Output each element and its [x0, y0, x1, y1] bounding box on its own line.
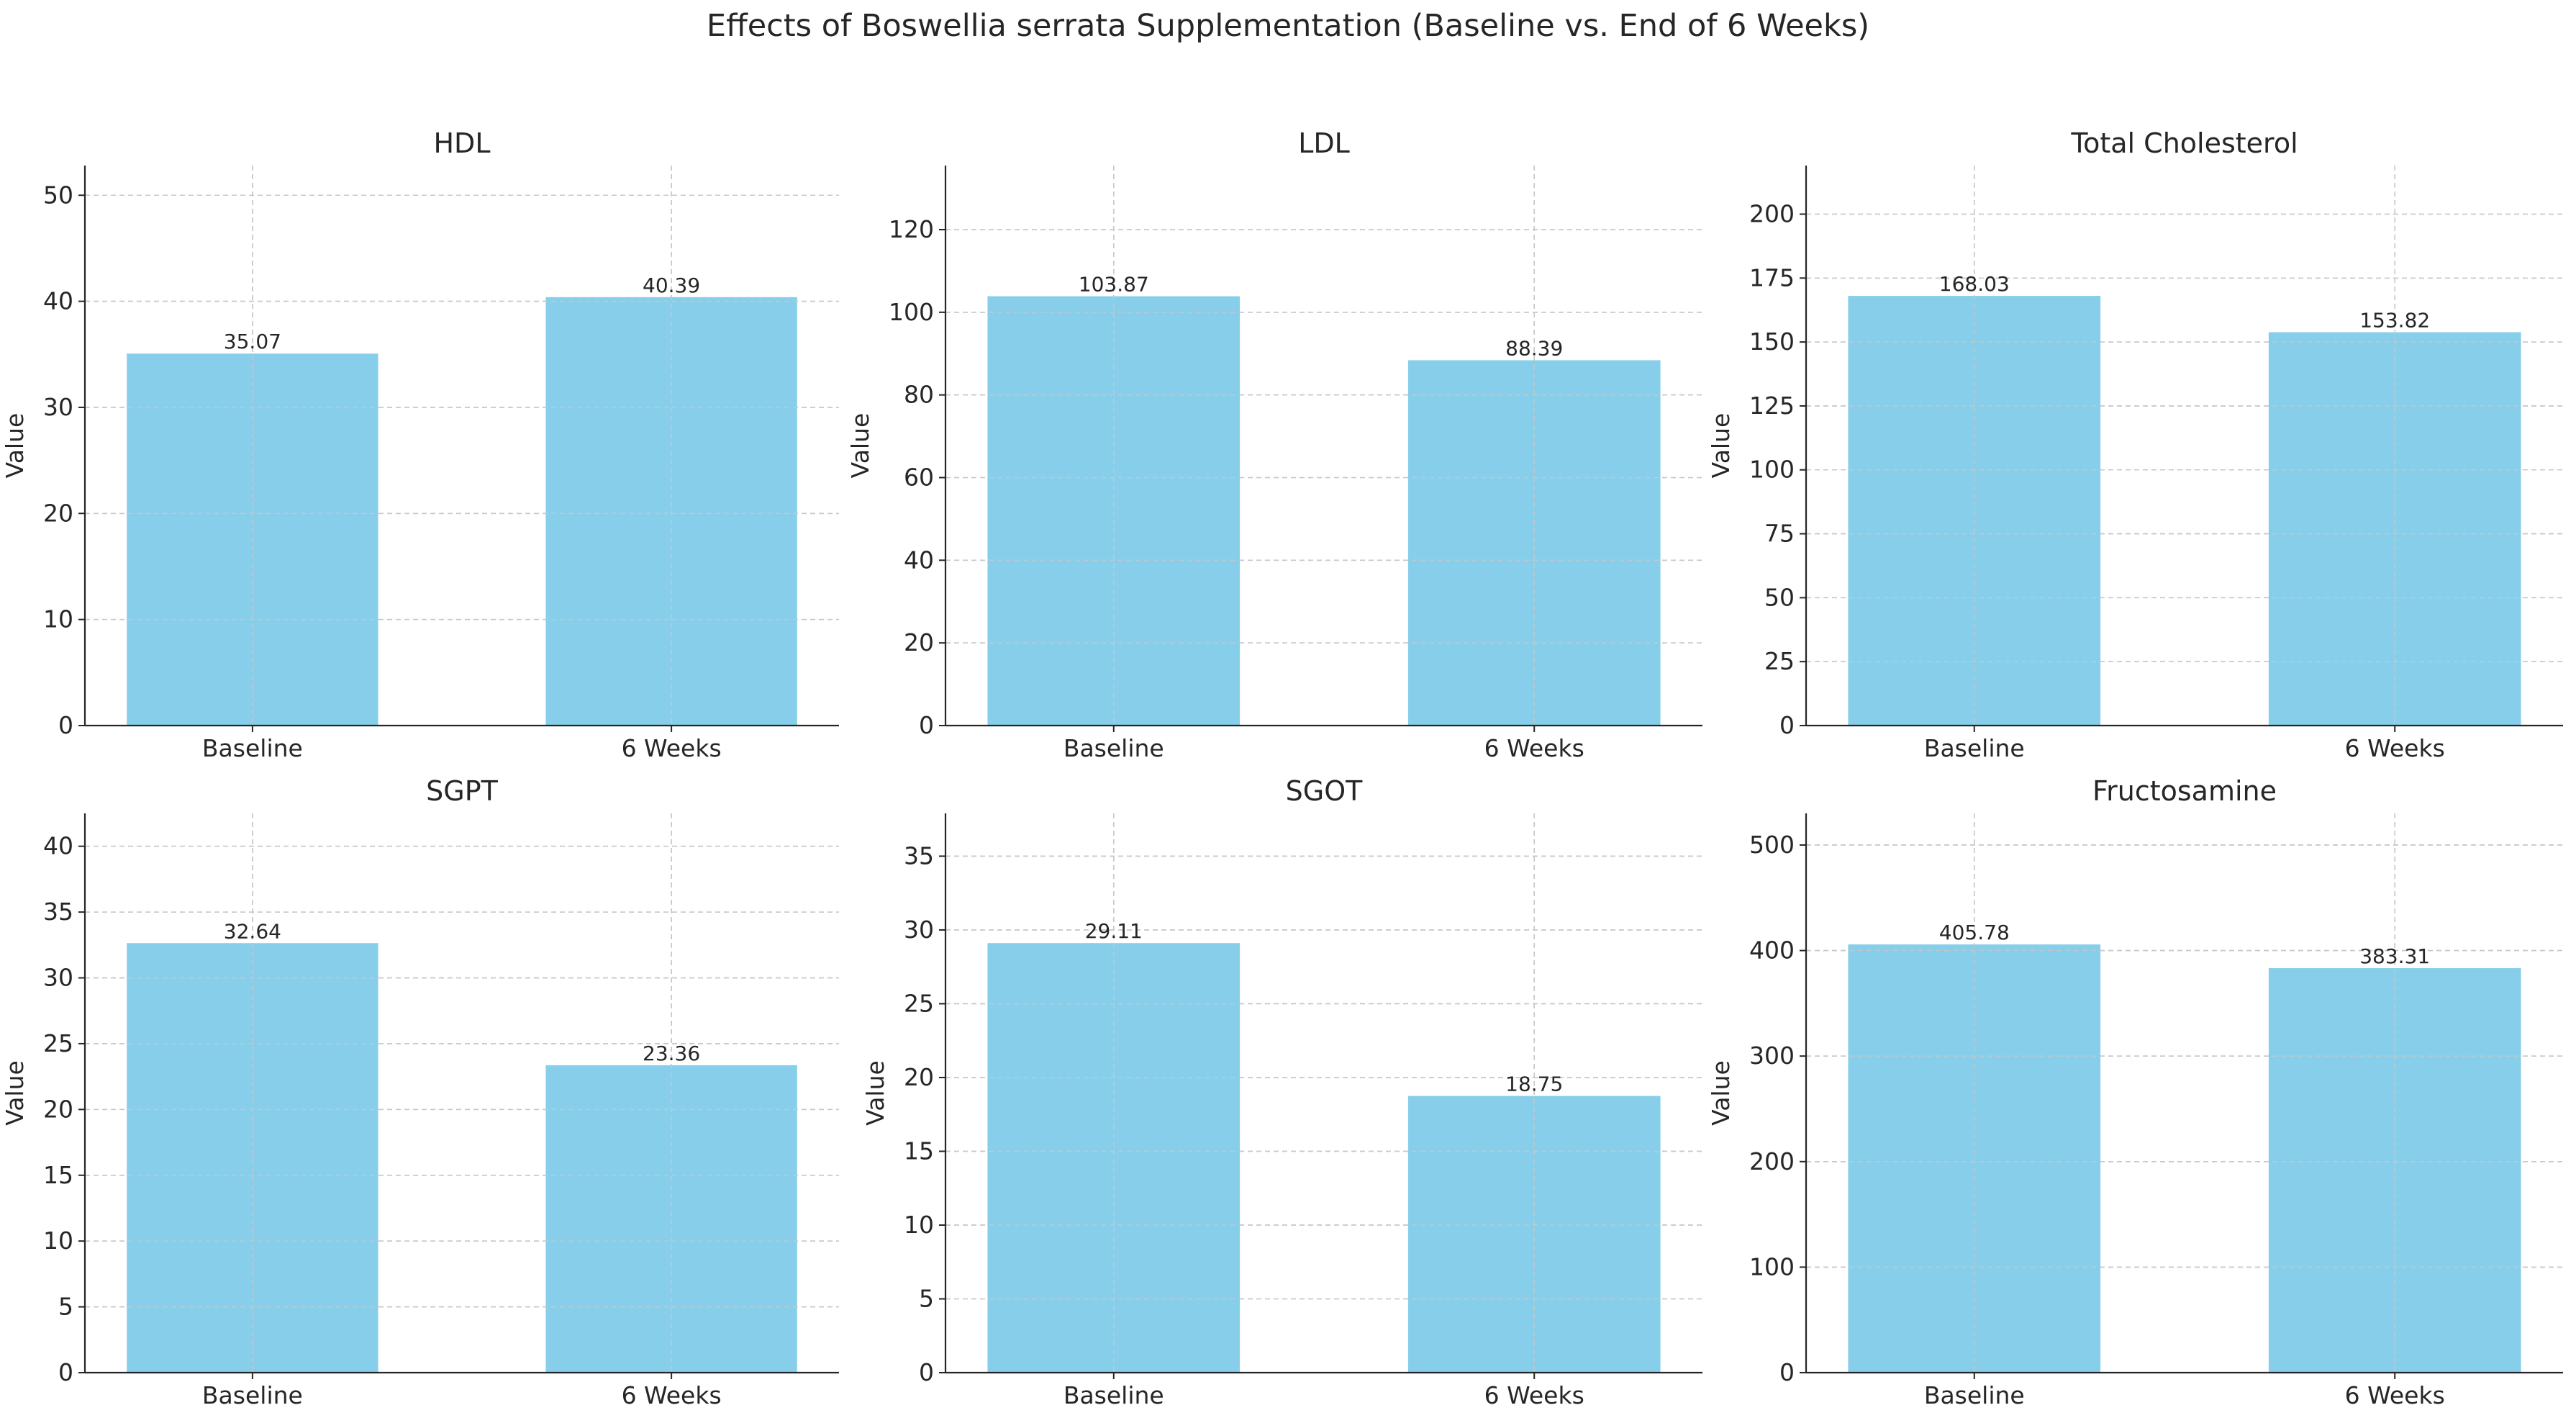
subplot-hdl: 35.07 40.39 0 10 20 30 40 50 Baseline 6 Weeks HDL V…	[1, 127, 839, 762]
y-axis-label: Value	[1707, 413, 1735, 479]
subplot-title: SGOT	[1286, 775, 1363, 807]
x-tick-label-6-weeks: 6 Weeks	[622, 1381, 722, 1409]
x-tick-label-baseline: Baseline	[202, 1381, 303, 1409]
bar-6-weeks	[1407, 360, 1661, 726]
y-tick-label: 0	[58, 711, 73, 739]
y-tick-label: 35	[43, 898, 73, 926]
y-tick-label: 200	[1749, 199, 1795, 227]
subplot-sgpt: 32.64 23.36 0 5 10 15 20 25 30 35 40 Baseline 6 Week…	[1, 775, 839, 1409]
subplot-title: Total Cholesterol	[2070, 127, 2298, 159]
y-tick-label: 125	[1749, 392, 1795, 420]
x-tick-label-6-weeks: 6 Weeks	[2345, 734, 2445, 762]
x-tick-label-6-weeks: 6 Weeks	[1484, 1381, 1584, 1409]
data-label-6-weeks: 88.39	[1505, 336, 1563, 360]
y-tick-label: 10	[43, 605, 73, 633]
data-label-6-weeks: 40.39	[643, 274, 700, 297]
y-tick-label: 100	[1749, 1252, 1795, 1281]
y-tick-label: 50	[1764, 583, 1795, 611]
subplot-ldl: 103.87 88.39 0 20 40 60 80 100 120 Baseline 6 Week…	[846, 127, 1702, 762]
y-tick-label: 0	[58, 1358, 73, 1386]
y-tick-label: 75	[1764, 520, 1795, 548]
y-tick-label: 40	[43, 287, 73, 315]
x-tick-label-baseline: Baseline	[1924, 1381, 2025, 1409]
y-tick-label: 10	[43, 1227, 73, 1255]
y-tick-label: 35	[904, 841, 934, 870]
y-tick-label: 175	[1749, 263, 1795, 292]
y-tick-label: 120	[889, 215, 934, 243]
x-tick-label-6-weeks: 6 Weeks	[1484, 734, 1584, 762]
data-label-6-weeks: 153.82	[2359, 309, 2430, 333]
y-tick-label: 50	[43, 181, 73, 209]
y-tick-label: 15	[904, 1137, 934, 1165]
data-label-baseline: 35.07	[224, 330, 281, 353]
x-tick-label-baseline: Baseline	[202, 734, 303, 762]
data-label-baseline: 29.11	[1085, 919, 1143, 943]
y-tick-label: 300	[1749, 1042, 1795, 1070]
y-axis-label: Value	[1, 1060, 29, 1126]
y-tick-label: 30	[43, 393, 73, 421]
y-tick-label: 0	[1779, 711, 1795, 739]
x-tick-label-6-weeks: 6 Weeks	[2345, 1381, 2445, 1409]
x-tick-label-baseline: Baseline	[1924, 734, 2025, 762]
y-tick-label: 200	[1749, 1147, 1795, 1175]
subplot-title: LDL	[1298, 127, 1350, 159]
y-tick-label: 25	[1764, 647, 1795, 675]
y-tick-label: 100	[1749, 456, 1795, 484]
y-tick-label: 150	[1749, 328, 1795, 356]
y-tick-label: 5	[919, 1284, 934, 1312]
y-tick-label: 40	[43, 832, 73, 860]
y-tick-label: 400	[1749, 936, 1795, 965]
y-tick-label: 25	[904, 989, 934, 1017]
data-label-baseline: 405.78	[1939, 921, 2010, 944]
y-tick-label: 0	[1779, 1358, 1795, 1386]
x-tick-label-baseline: Baseline	[1063, 734, 1164, 762]
y-tick-label: 30	[43, 964, 73, 992]
y-axis-label: Value	[846, 413, 874, 479]
x-tick-label-6-weeks: 6 Weeks	[622, 734, 722, 762]
data-label-6-weeks: 383.31	[2359, 944, 2430, 968]
y-tick-label: 60	[904, 463, 934, 491]
x-tick-label-baseline: Baseline	[1063, 1381, 1164, 1409]
y-tick-label: 10	[904, 1211, 934, 1239]
data-label-baseline: 32.64	[224, 919, 281, 943]
data-label-6-weeks: 23.36	[643, 1042, 700, 1065]
y-axis-label: Value	[861, 1060, 889, 1126]
figure-title: Effects of Boswellia serrata Supplementa…	[707, 8, 1869, 44]
subplot-fructosamine: 405.78 383.31 0 100 200 300 400 500 Baseline 6 We…	[1707, 775, 2563, 1409]
y-tick-label: 25	[43, 1029, 73, 1057]
y-tick-label: 40	[904, 546, 934, 574]
y-tick-label: 5	[58, 1293, 73, 1321]
y-tick-label: 0	[919, 1358, 934, 1386]
y-tick-label: 30	[904, 916, 934, 944]
y-tick-label: 0	[919, 711, 934, 739]
y-tick-label: 100	[889, 298, 934, 326]
subplot-total-cholesterol: 168.03 153.82 0 25 50 75 100 125 150 175 200 Baseli…	[1707, 127, 2563, 762]
data-label-baseline: 168.03	[1939, 272, 2010, 296]
subplot-sgot: 29.11 18.75 0 5 10 15 20 25 30 35 Baseline 6 Weeks S…	[861, 775, 1702, 1409]
y-tick-label: 80	[904, 381, 934, 409]
data-label-baseline: 103.87	[1079, 273, 1149, 297]
subplot-title: SGPT	[426, 775, 498, 807]
data-label-6-weeks: 18.75	[1505, 1072, 1563, 1096]
y-tick-label: 20	[43, 499, 73, 527]
y-axis-label: Value	[1, 413, 29, 479]
subplot-title: HDL	[433, 127, 490, 159]
y-tick-label: 15	[43, 1161, 73, 1189]
y-tick-label: 20	[43, 1095, 73, 1123]
y-axis-label: Value	[1707, 1060, 1735, 1126]
y-tick-label: 20	[904, 628, 934, 656]
subplot-title: Fructosamine	[2092, 775, 2277, 807]
y-tick-label: 20	[904, 1063, 934, 1091]
y-tick-label: 500	[1749, 831, 1795, 859]
